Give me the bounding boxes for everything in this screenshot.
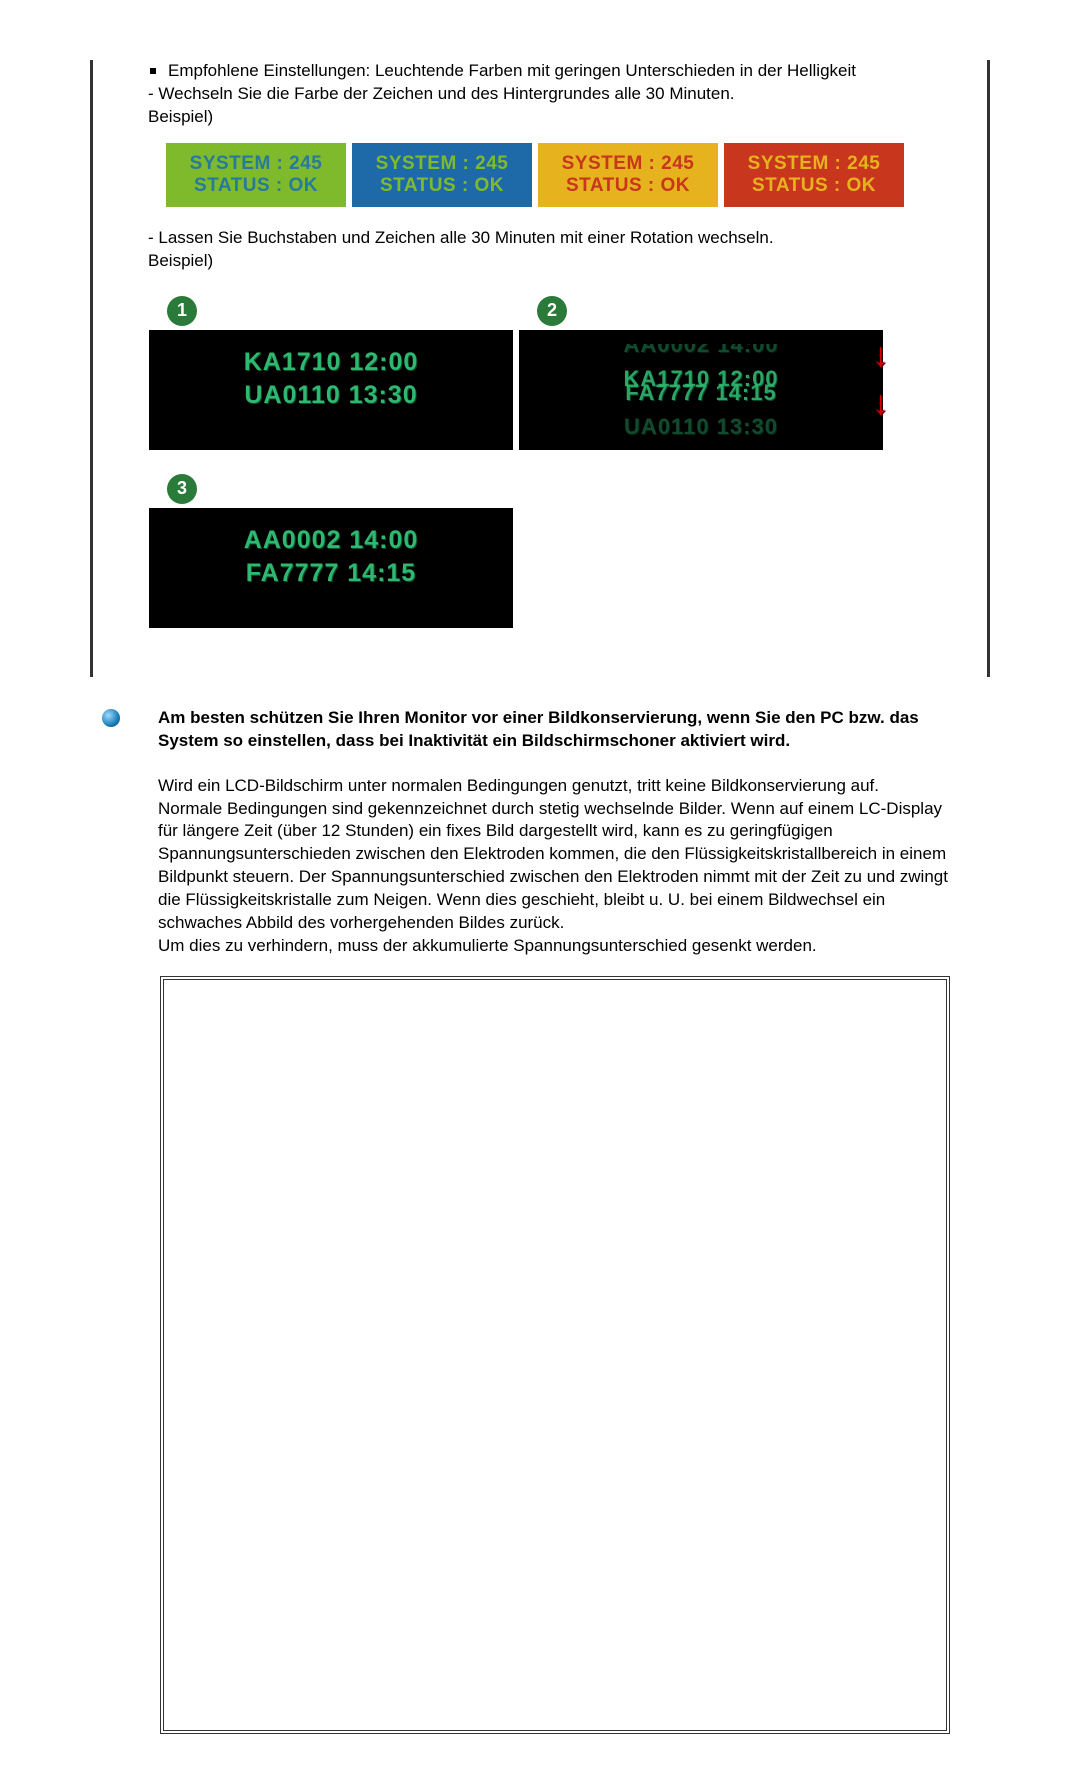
rotation-example-panels: 1 KA1710 12:00UA0110 13:30 2 AA0002 14:0… — [148, 281, 890, 647]
info-bullet-icon — [102, 709, 120, 727]
flight-line: KA1710 12:00 — [161, 348, 501, 377]
status-line: STATUS : OK — [194, 175, 318, 197]
flight-line: UA0110 13:30 — [161, 381, 501, 410]
color-example-box: SYSTEM : 245STATUS : OK — [352, 143, 532, 207]
display-panel-1: KA1710 12:00 UA0110 13:30 — [149, 330, 513, 450]
display-panel-3: AA0002 14:00 FA7777 14:15 — [149, 508, 513, 628]
flight-line: FA7777 14:15 — [161, 559, 501, 588]
section1-box: Empfohlene Einstellungen: Leuchtende Far… — [90, 60, 990, 677]
flight-line-scrolling: AA0002 14:00 — [531, 344, 871, 358]
body-line: Um dies zu verhindern, muss der akkumuli… — [158, 936, 817, 955]
status-line: STATUS : OK — [380, 175, 504, 197]
screensaver-heading: Am besten schützen Sie Ihren Monitor vor… — [158, 707, 930, 753]
recommended-settings-bullet: Empfohlene Einstellungen: Leuchtende Far… — [148, 60, 967, 83]
rotation-instruction: - Lassen Sie Buchstaben und Zeichen alle… — [148, 227, 967, 250]
system-line: SYSTEM : 245 — [748, 153, 881, 175]
status-line: STATUS : OK — [752, 175, 876, 197]
recommended-settings-text: Empfohlene Einstellungen: Leuchtende Far… — [168, 61, 856, 80]
screensaver-body: Wird ein LCD-Bildschirm unter normalen B… — [158, 775, 962, 959]
section1-content: Empfohlene Einstellungen: Leuchtende Far… — [148, 60, 967, 647]
color-example-box: SYSTEM : 245STATUS : OK — [724, 143, 904, 207]
step-number-3: 3 — [167, 474, 197, 504]
display-panel-2-scroll: AA0002 14:00KA1710 12:00FA7777 14:15UA01… — [531, 344, 871, 436]
system-line: SYSTEM : 245 — [190, 153, 323, 175]
panel-1-col: 1 KA1710 12:00UA0110 13:30 — [149, 290, 489, 450]
flight-line-scrolling: UA0110 13:30 — [531, 414, 871, 436]
step-number-2: 2 — [537, 296, 567, 326]
color-example-box: SYSTEM : 245STATUS : OK — [166, 143, 346, 207]
system-line: SYSTEM : 245 — [376, 153, 509, 175]
scroll-arrow-icon: ↓ — [872, 384, 889, 423]
status-line: STATUS : OK — [566, 175, 690, 197]
display-panel-2: AA0002 14:00KA1710 12:00FA7777 14:15UA01… — [519, 330, 883, 450]
section2: Am besten schützen Sie Ihren Monitor vor… — [130, 707, 990, 958]
body-line: Wird ein LCD-Bildschirm unter normalen B… — [158, 776, 879, 795]
color-example-box: SYSTEM : 245STATUS : OK — [538, 143, 718, 207]
flight-line: AA0002 14:00 — [161, 526, 501, 555]
panel-2-col: 2 AA0002 14:00KA1710 12:00FA7777 14:15UA… — [519, 290, 859, 450]
color-example-boxes: SYSTEM : 245STATUS : OKSYSTEM : 245STATU… — [166, 143, 967, 207]
system-line: SYSTEM : 245 — [562, 153, 695, 175]
flight-line-scrolling: FA7777 14:15 — [531, 380, 871, 406]
panel-3-col: 3 AA0002 14:00FA7777 14:15 — [149, 468, 489, 628]
example-label-2: Beispiel) — [148, 250, 967, 273]
empty-illustration-box — [160, 976, 950, 1734]
step-number-1: 1 — [167, 296, 197, 326]
page: Empfohlene Einstellungen: Leuchtende Far… — [0, 0, 1080, 1774]
body-line: Normale Bedingungen sind gekennzeichnet … — [158, 799, 948, 933]
scroll-arrow-icon: ↓ — [872, 336, 889, 375]
example-label-1: Beispiel) — [148, 106, 967, 129]
color-change-instruction: - Wechseln Sie die Farbe der Zeichen und… — [148, 83, 967, 106]
